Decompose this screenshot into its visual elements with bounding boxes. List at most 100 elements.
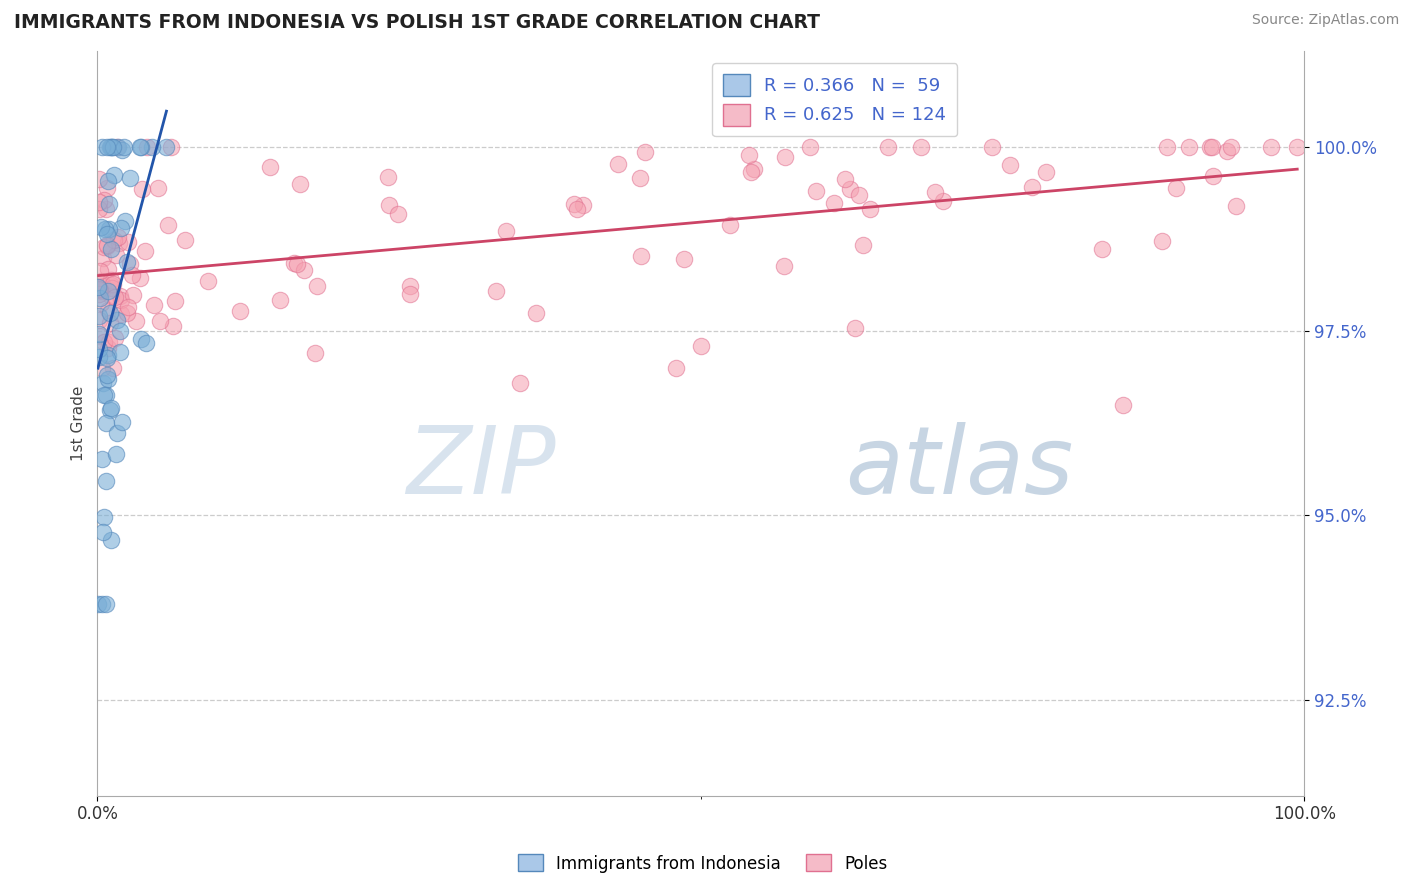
Point <box>89 291 111 305</box>
Point <box>90 139 112 153</box>
Point <box>775 150 797 164</box>
Point <box>87 342 110 356</box>
Point <box>87 280 110 294</box>
Point <box>87 286 110 301</box>
Point <box>1286 139 1309 153</box>
Point <box>108 236 131 251</box>
Point <box>100 289 122 303</box>
Point <box>1260 139 1282 153</box>
Point <box>799 139 821 153</box>
Point <box>292 263 315 277</box>
Point <box>1112 398 1135 412</box>
Point <box>143 298 166 312</box>
Point <box>160 139 183 153</box>
Point <box>97 174 120 188</box>
Point <box>148 314 170 328</box>
Point <box>108 289 131 303</box>
Point <box>97 302 120 317</box>
Point <box>495 224 517 238</box>
Point <box>96 368 118 382</box>
Point <box>1225 199 1247 213</box>
Point <box>96 180 118 194</box>
Point <box>509 376 531 390</box>
Point <box>96 239 118 253</box>
Point <box>87 172 110 186</box>
Point <box>110 293 132 307</box>
Text: Source: ZipAtlas.com: Source: ZipAtlas.com <box>1251 13 1399 28</box>
Point <box>107 139 129 153</box>
Point <box>87 328 110 343</box>
Point <box>931 194 953 208</box>
Point <box>129 139 152 153</box>
Point <box>98 335 121 350</box>
Point <box>87 195 110 210</box>
Point <box>157 219 180 233</box>
Point <box>634 145 657 160</box>
Point <box>93 510 115 524</box>
Point <box>100 139 122 153</box>
Point <box>111 415 134 429</box>
Point <box>110 344 132 359</box>
Point <box>1156 139 1178 153</box>
Point <box>259 160 281 174</box>
Text: IMMIGRANTS FROM INDONESIA VS POLISH 1ST GRADE CORRELATION CHART: IMMIGRANTS FROM INDONESIA VS POLISH 1ST … <box>14 13 820 32</box>
Point <box>744 162 766 177</box>
Point <box>572 198 595 212</box>
Point <box>93 388 115 402</box>
Point <box>98 402 121 417</box>
Point <box>96 351 118 365</box>
Point <box>628 170 651 185</box>
Point <box>104 447 127 461</box>
Point <box>112 139 135 153</box>
Point <box>304 346 326 360</box>
Point <box>136 139 159 153</box>
Point <box>100 242 122 256</box>
Point <box>131 182 153 196</box>
Point <box>288 178 311 192</box>
Point <box>97 262 120 277</box>
Point <box>115 306 138 320</box>
Point <box>1178 139 1201 153</box>
Point <box>740 164 762 178</box>
Point <box>89 263 111 277</box>
Point <box>107 229 129 244</box>
Point <box>135 335 157 350</box>
Point <box>115 254 138 268</box>
Point <box>97 341 120 355</box>
Point <box>134 244 156 258</box>
Point <box>162 319 184 334</box>
Point <box>980 139 1002 153</box>
Point <box>485 284 508 298</box>
Point <box>387 207 409 221</box>
Point <box>97 284 120 298</box>
Point <box>94 416 117 430</box>
Point <box>101 139 124 153</box>
Point <box>1164 180 1187 194</box>
Point <box>103 168 125 182</box>
Point <box>87 202 110 216</box>
Point <box>673 252 696 266</box>
Point <box>94 202 117 217</box>
Point <box>129 332 152 346</box>
Point <box>120 257 142 271</box>
Point <box>105 247 128 261</box>
Point <box>562 197 585 211</box>
Point <box>101 360 124 375</box>
Point <box>87 350 110 364</box>
Point <box>285 257 308 271</box>
Point <box>859 202 882 216</box>
Point <box>90 219 112 234</box>
Point <box>105 425 128 440</box>
Point <box>665 360 688 375</box>
Point <box>104 289 127 303</box>
Point <box>121 268 143 282</box>
Point <box>101 277 124 291</box>
Point <box>90 275 112 289</box>
Point <box>838 182 860 196</box>
Point <box>630 249 652 263</box>
Text: ZIP: ZIP <box>406 423 555 514</box>
Point <box>117 235 139 250</box>
Point <box>103 233 125 247</box>
Point <box>110 307 132 321</box>
Point <box>117 301 139 315</box>
